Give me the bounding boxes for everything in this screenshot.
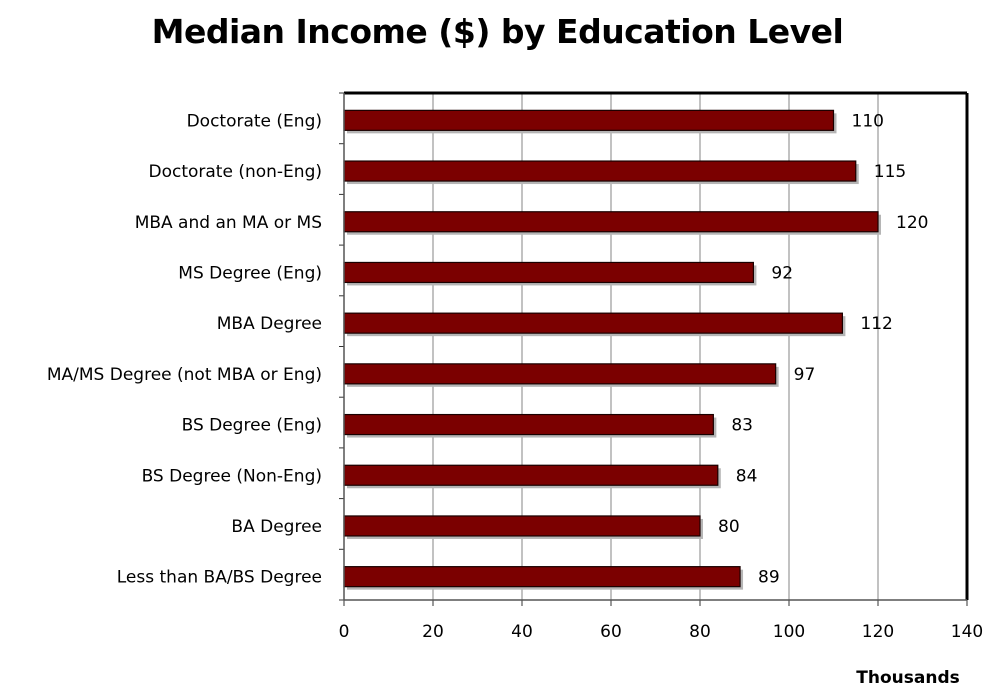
x-tick-label: 80: [689, 622, 711, 642]
data-label: 97: [794, 365, 816, 385]
data-label: 89: [758, 568, 780, 588]
x-tick-label: 0: [339, 622, 350, 642]
bar: [343, 109, 835, 131]
x-tick-label: 140: [951, 622, 983, 642]
bar: [343, 413, 714, 436]
data-label: 84: [736, 466, 758, 486]
category-label: Doctorate (Eng): [187, 111, 322, 131]
data-label: 110: [852, 111, 884, 131]
data-label: 115: [874, 162, 906, 182]
bar: [343, 464, 719, 486]
x-axis-unit-label: Thousands: [856, 668, 959, 688]
category-label: Less than BA/BS Degree: [117, 568, 322, 588]
bar: [343, 363, 777, 385]
labels: 110 Doctorate (Eng) 115 Doctorate (non-Eng)…: [47, 111, 983, 642]
axes: [339, 91, 969, 606]
category-label: MS Degree (Eng): [178, 263, 322, 283]
data-label: 92: [771, 263, 793, 283]
x-tick-label: 20: [422, 622, 444, 642]
data-label: 83: [731, 416, 753, 436]
category-label: BS Degree (Eng): [182, 416, 322, 436]
x-tick-label: 60: [600, 622, 622, 642]
bar: [343, 566, 741, 588]
bar: [343, 261, 754, 284]
x-tick-label: 40: [511, 622, 533, 642]
data-label: 80: [718, 517, 740, 537]
bar: [343, 211, 879, 233]
category-label: BS Degree (Non-Eng): [142, 466, 322, 486]
x-tick-label: 120: [862, 622, 894, 642]
bars: [343, 109, 881, 590]
chart-title: Median Income ($) by Education Level: [151, 12, 844, 51]
category-label: MBA and an MA or MS: [135, 213, 322, 233]
bar: [343, 515, 701, 537]
category-label: MBA Degree: [217, 314, 322, 334]
category-label: BA Degree: [231, 517, 322, 537]
category-label: MA/MS Degree (not MBA or Eng): [47, 365, 322, 385]
x-tick-label: 100: [773, 622, 805, 642]
data-label: 112: [860, 314, 892, 334]
category-label: Doctorate (non-Eng): [149, 162, 323, 182]
data-label: 120: [896, 213, 928, 233]
bar: [343, 160, 857, 182]
bar: [343, 312, 843, 334]
